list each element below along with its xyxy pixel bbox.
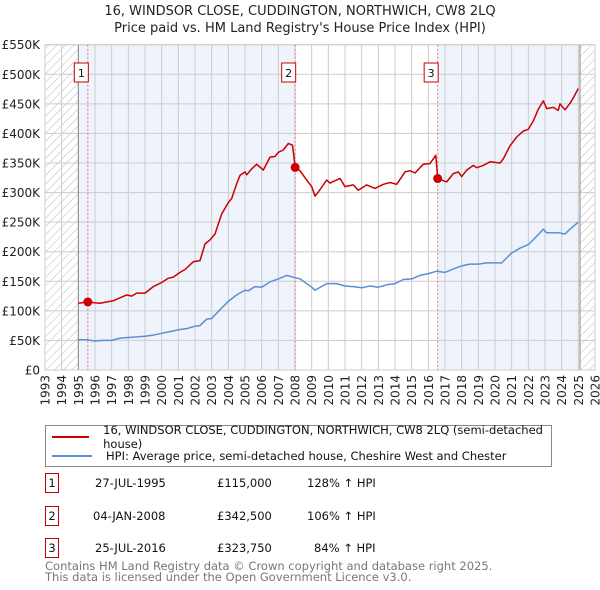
sale-label: 2: [285, 67, 292, 80]
y-tick-label: £200K: [2, 245, 42, 259]
y-tick-label: £400K: [2, 127, 42, 141]
x-tick-label: 2008: [289, 375, 303, 406]
x-tick-label: 2013: [372, 375, 386, 406]
sale-label-box: [73, 62, 89, 83]
hpi-line: [78, 221, 579, 342]
x-tick-label: 2021: [505, 375, 519, 406]
y-tick-label: £50K: [9, 334, 41, 348]
x-tick-label: 2000: [155, 375, 169, 406]
x-tick-label: 2018: [455, 375, 469, 406]
legend: 16, WINDSOR CLOSE, CUDDINGTON, NORTHWICH…: [45, 423, 552, 467]
x-tick-label: 2002: [189, 375, 203, 406]
x-tick-label: 2001: [172, 375, 186, 406]
x-tick-label: 2007: [272, 375, 286, 406]
x-tick-label: 2011: [339, 375, 353, 406]
sale-label-box: [281, 62, 297, 83]
footer-copyright: Contains HM Land Registry data © Crown c…: [45, 559, 493, 573]
x-tick-label: 1995: [72, 375, 86, 406]
transaction-number: 2: [45, 506, 59, 526]
sale-label: 1: [78, 67, 85, 80]
x-tick-label: 2005: [239, 375, 253, 406]
sale-point: [433, 174, 443, 184]
x-tick-label: 2012: [355, 375, 369, 406]
transaction-price: £323,750: [217, 541, 272, 555]
x-tick-label: 1994: [55, 375, 69, 406]
transaction-date: 25-JUL-2016: [95, 541, 166, 555]
shaded-period: [78, 44, 296, 370]
x-tick-label: 1999: [139, 375, 153, 406]
legend-item-property: 16, WINDSOR CLOSE, CUDDINGTON, NORTHWICH…: [52, 423, 551, 451]
legend-swatch-property: [52, 436, 90, 438]
transaction-number: 3: [45, 538, 59, 558]
x-tick-label: 2009: [305, 375, 319, 406]
x-tick-label: 2006: [255, 375, 269, 406]
transaction-number: 1: [45, 473, 59, 493]
x-tick-label: 2024: [555, 375, 569, 406]
chart-subtitle: Price paid vs. HM Land Registry's House …: [114, 21, 486, 36]
x-tick-label: 2010: [322, 375, 336, 406]
price-chart: 1993 1994 1995 1996 1997 1998 1999 2000 2001 2002…: [2, 38, 600, 406]
transaction-price: £342,500: [217, 509, 272, 523]
transaction-date: 04-JAN-2008: [93, 509, 166, 523]
legend-label-property: 16, WINDSOR CLOSE, CUDDINGTON, NORTHWICH…: [103, 423, 543, 451]
plot-border: [44, 44, 596, 371]
sale-label-box: [423, 62, 439, 83]
x-tick-label: 2020: [489, 375, 503, 406]
x-tick-label: 2014: [389, 375, 403, 406]
x-tick-label: 2015: [405, 375, 419, 406]
sale-point: [83, 297, 93, 307]
footer-licence: This data is licensed under the Open Gov…: [45, 570, 412, 584]
x-tick-label: 2016: [422, 375, 436, 406]
legend-item-hpi: HPI: Average price, semi-detached house,…: [52, 447, 506, 465]
y-tick-label: £500K: [2, 68, 42, 82]
transaction-hpi-change: 84% ↑ HPI: [314, 541, 376, 555]
shaded-period: [437, 44, 580, 370]
chart-title: 16, WINDSOR CLOSE, CUDDINGTON, NORTHWICH…: [104, 4, 496, 19]
transaction-date: 27-JUL-1995: [95, 476, 166, 490]
sale-label: 3: [428, 67, 435, 80]
y-tick-label: £350K: [2, 156, 42, 170]
x-tick-label: 2019: [472, 375, 486, 406]
y-tick-label: £100K: [2, 304, 42, 318]
transaction-price: £115,000: [217, 476, 272, 490]
x-tick-label: 1996: [89, 375, 103, 406]
y-tick-label: £250K: [2, 216, 42, 230]
x-tick-label: 2023: [539, 375, 553, 406]
sale-point: [290, 162, 300, 172]
x-tick-label: 2026: [589, 375, 600, 406]
x-tick-label: 2022: [522, 375, 536, 406]
y-tick-label: £450K: [2, 97, 42, 111]
legend-label-hpi: HPI: Average price, semi-detached house,…: [106, 449, 507, 463]
x-tick-label: 2017: [439, 375, 453, 406]
x-tick-label: 1998: [122, 375, 136, 406]
y-tick-label: £150K: [2, 275, 42, 289]
x-tick-label: 1997: [105, 375, 119, 406]
no-data-hatch-right: [580, 44, 595, 370]
x-tick-label: 1993: [39, 375, 53, 406]
y-tick-label: £0: [25, 364, 40, 378]
x-tick-label: 2004: [222, 375, 236, 406]
property-price-line: [78, 88, 579, 304]
y-tick-label: £300K: [2, 186, 42, 200]
x-tick-label: 2003: [205, 375, 219, 406]
y-tick-label: £550K: [2, 38, 42, 52]
transaction-hpi-change: 106% ↑ HPI: [307, 509, 376, 523]
transaction-hpi-change: 128% ↑ HPI: [307, 476, 376, 490]
x-tick-label: 2025: [572, 375, 586, 406]
legend-swatch-hpi: [52, 455, 92, 457]
